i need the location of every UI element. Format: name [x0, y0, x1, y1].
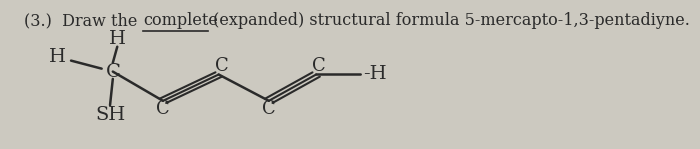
- Text: C: C: [106, 63, 120, 81]
- Text: SH: SH: [95, 106, 125, 124]
- Text: -H: -H: [363, 66, 387, 83]
- Text: (3.)  Draw the: (3.) Draw the: [24, 12, 142, 29]
- Text: C: C: [156, 100, 170, 118]
- Text: C: C: [262, 100, 276, 118]
- Text: C: C: [312, 58, 326, 75]
- Text: H: H: [108, 30, 126, 48]
- Text: (expanded) structural formula 5-mercapto-1,3-pentadiyne.: (expanded) structural formula 5-mercapto…: [207, 12, 690, 29]
- Text: H: H: [48, 48, 66, 66]
- Text: complete: complete: [144, 12, 218, 29]
- Text: C: C: [215, 58, 228, 75]
